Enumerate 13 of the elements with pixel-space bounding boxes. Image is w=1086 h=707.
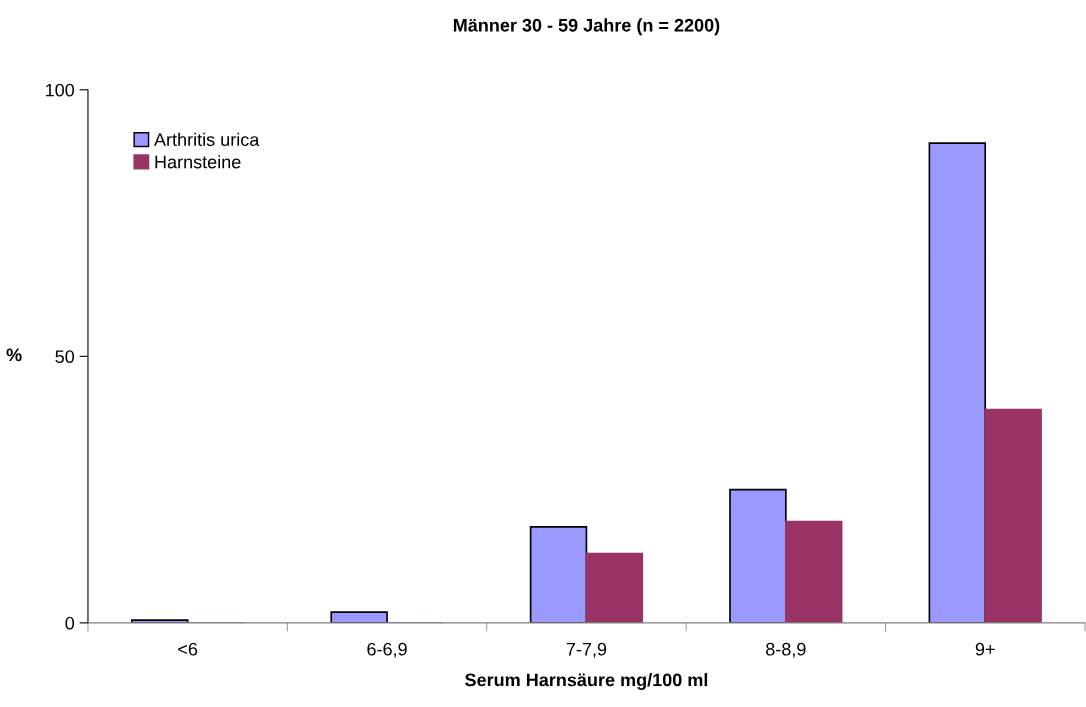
x-tick-label: 8-8,9 <box>766 642 806 658</box>
y-tick-label: 0 <box>65 616 75 630</box>
y-axis-title: % <box>6 348 22 362</box>
x-tick-label: <6 <box>178 642 198 656</box>
x-tick-label: 7-7,9 <box>566 642 607 658</box>
y-tick-label: 100 <box>46 83 75 97</box>
x-axis-title: Serum Harnsäure mg/100 ml <box>465 673 708 690</box>
y-tick-label: 50 <box>55 350 75 364</box>
x-tick-label: 9+ <box>975 642 995 656</box>
chart-title: Männer 30 - 59 Jahre (n = 2200) <box>453 18 720 36</box>
legend-label: Arthritis urica <box>154 132 260 147</box>
x-tick-label: 6-6,9 <box>367 642 407 658</box>
legend-label: Harnsteine <box>155 155 241 169</box>
